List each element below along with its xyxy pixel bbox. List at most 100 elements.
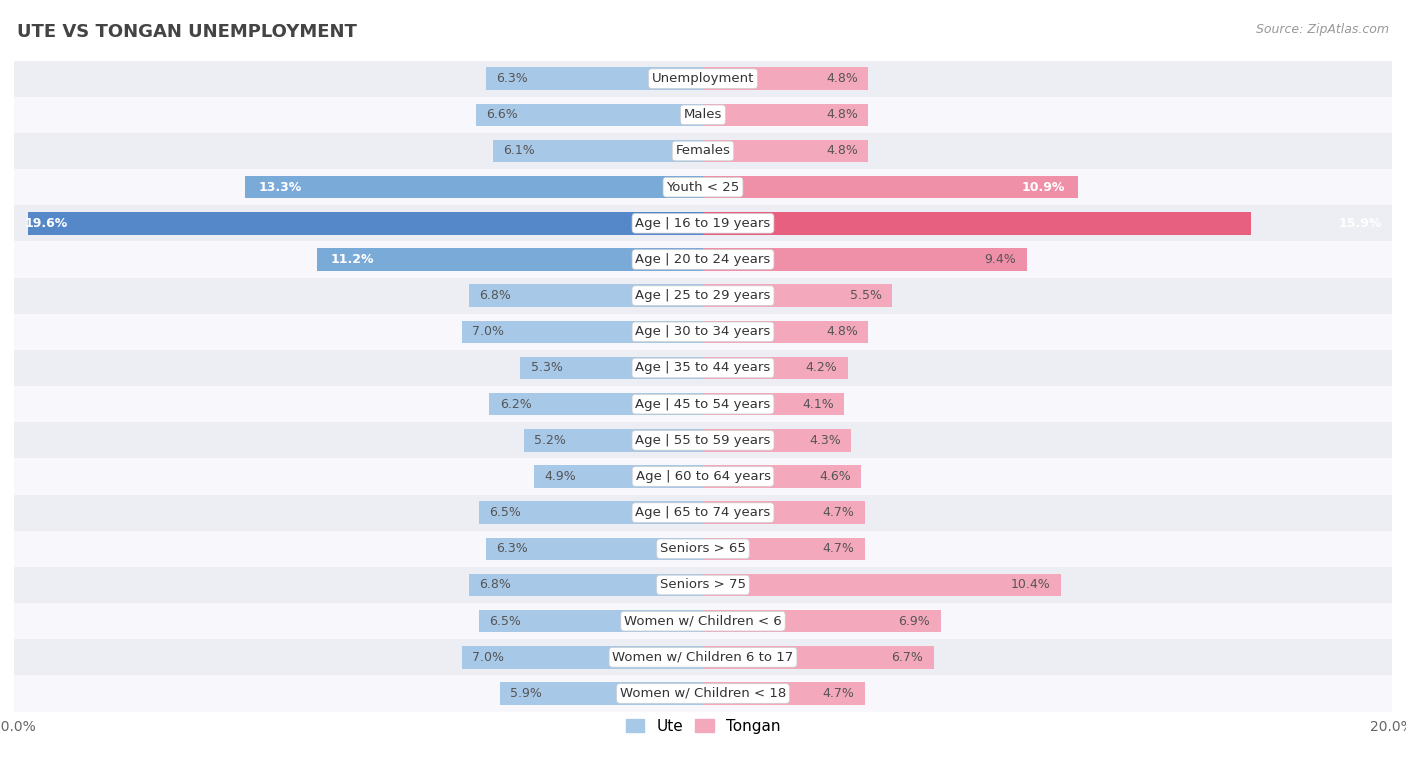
Bar [14, 205, 1392, 241]
Text: 5.2%: 5.2% [534, 434, 567, 447]
Bar [486, 67, 703, 90]
Text: Age | 20 to 24 years: Age | 20 to 24 years [636, 253, 770, 266]
Text: 5.5%: 5.5% [851, 289, 882, 302]
Text: 15.9%: 15.9% [1339, 217, 1382, 230]
Text: Seniors > 65: Seniors > 65 [659, 542, 747, 556]
Text: 4.8%: 4.8% [827, 72, 858, 85]
Bar [479, 501, 703, 524]
Text: Males: Males [683, 108, 723, 121]
Text: 4.2%: 4.2% [806, 362, 838, 375]
Text: 6.6%: 6.6% [486, 108, 517, 121]
Bar [461, 321, 703, 343]
Bar [14, 386, 1392, 422]
Bar [14, 241, 1392, 278]
Bar [461, 646, 703, 668]
Text: Age | 55 to 59 years: Age | 55 to 59 years [636, 434, 770, 447]
Bar [703, 248, 1026, 271]
Text: 7.0%: 7.0% [472, 651, 505, 664]
Bar [703, 321, 869, 343]
Text: 13.3%: 13.3% [259, 181, 302, 194]
Text: Unemployment: Unemployment [652, 72, 754, 85]
Text: 19.6%: 19.6% [24, 217, 67, 230]
Bar [479, 610, 703, 632]
Bar [14, 639, 1392, 675]
Bar [703, 140, 869, 162]
Text: 9.4%: 9.4% [984, 253, 1017, 266]
Text: 6.9%: 6.9% [898, 615, 931, 628]
Bar [245, 176, 703, 198]
Text: 6.5%: 6.5% [489, 615, 522, 628]
Bar [14, 567, 1392, 603]
Bar [534, 466, 703, 488]
Text: Women w/ Children < 6: Women w/ Children < 6 [624, 615, 782, 628]
Text: 10.4%: 10.4% [1011, 578, 1050, 591]
Bar [703, 67, 869, 90]
Text: Age | 60 to 64 years: Age | 60 to 64 years [636, 470, 770, 483]
Text: 4.9%: 4.9% [544, 470, 576, 483]
Bar [14, 313, 1392, 350]
Text: 4.1%: 4.1% [803, 397, 834, 410]
Bar [468, 574, 703, 597]
Text: 4.7%: 4.7% [823, 687, 855, 700]
Text: 6.3%: 6.3% [496, 72, 529, 85]
Bar [703, 285, 893, 307]
Bar [499, 682, 703, 705]
Text: 5.3%: 5.3% [531, 362, 562, 375]
Bar [703, 610, 941, 632]
Bar [28, 212, 703, 235]
Text: 6.1%: 6.1% [503, 145, 534, 157]
Text: Seniors > 75: Seniors > 75 [659, 578, 747, 591]
Bar [703, 501, 865, 524]
Text: Age | 25 to 29 years: Age | 25 to 29 years [636, 289, 770, 302]
Text: Women w/ Children < 18: Women w/ Children < 18 [620, 687, 786, 700]
Bar [520, 357, 703, 379]
Bar [703, 646, 934, 668]
Bar [475, 104, 703, 126]
Text: UTE VS TONGAN UNEMPLOYMENT: UTE VS TONGAN UNEMPLOYMENT [17, 23, 357, 41]
Bar [703, 212, 1251, 235]
Bar [468, 285, 703, 307]
Text: 6.2%: 6.2% [499, 397, 531, 410]
Bar [703, 393, 844, 416]
Bar [14, 675, 1392, 712]
Bar [14, 531, 1392, 567]
Bar [703, 574, 1062, 597]
Legend: Ute, Tongan: Ute, Tongan [620, 712, 786, 740]
Text: 4.8%: 4.8% [827, 326, 858, 338]
Bar [524, 429, 703, 451]
Text: 4.6%: 4.6% [820, 470, 851, 483]
Bar [14, 169, 1392, 205]
Bar [14, 459, 1392, 494]
Bar [703, 176, 1078, 198]
Text: 11.2%: 11.2% [330, 253, 374, 266]
Text: 4.8%: 4.8% [827, 145, 858, 157]
Bar [703, 682, 865, 705]
Text: Youth < 25: Youth < 25 [666, 181, 740, 194]
Bar [703, 537, 865, 560]
Text: Age | 30 to 34 years: Age | 30 to 34 years [636, 326, 770, 338]
Text: 6.8%: 6.8% [479, 289, 510, 302]
Bar [14, 603, 1392, 639]
Text: 4.3%: 4.3% [808, 434, 841, 447]
Bar [14, 350, 1392, 386]
Bar [14, 278, 1392, 313]
Text: 7.0%: 7.0% [472, 326, 505, 338]
Text: 4.7%: 4.7% [823, 542, 855, 556]
Text: 6.5%: 6.5% [489, 506, 522, 519]
Text: Age | 16 to 19 years: Age | 16 to 19 years [636, 217, 770, 230]
Bar [14, 61, 1392, 97]
Bar [14, 133, 1392, 169]
Bar [703, 357, 848, 379]
Text: Females: Females [675, 145, 731, 157]
Text: 6.7%: 6.7% [891, 651, 924, 664]
Text: Age | 35 to 44 years: Age | 35 to 44 years [636, 362, 770, 375]
Bar [318, 248, 703, 271]
Bar [14, 422, 1392, 459]
Text: Age | 65 to 74 years: Age | 65 to 74 years [636, 506, 770, 519]
Text: 5.9%: 5.9% [510, 687, 541, 700]
Bar [494, 140, 703, 162]
Text: Source: ZipAtlas.com: Source: ZipAtlas.com [1256, 23, 1389, 36]
Bar [486, 537, 703, 560]
Text: 6.3%: 6.3% [496, 542, 529, 556]
Bar [489, 393, 703, 416]
